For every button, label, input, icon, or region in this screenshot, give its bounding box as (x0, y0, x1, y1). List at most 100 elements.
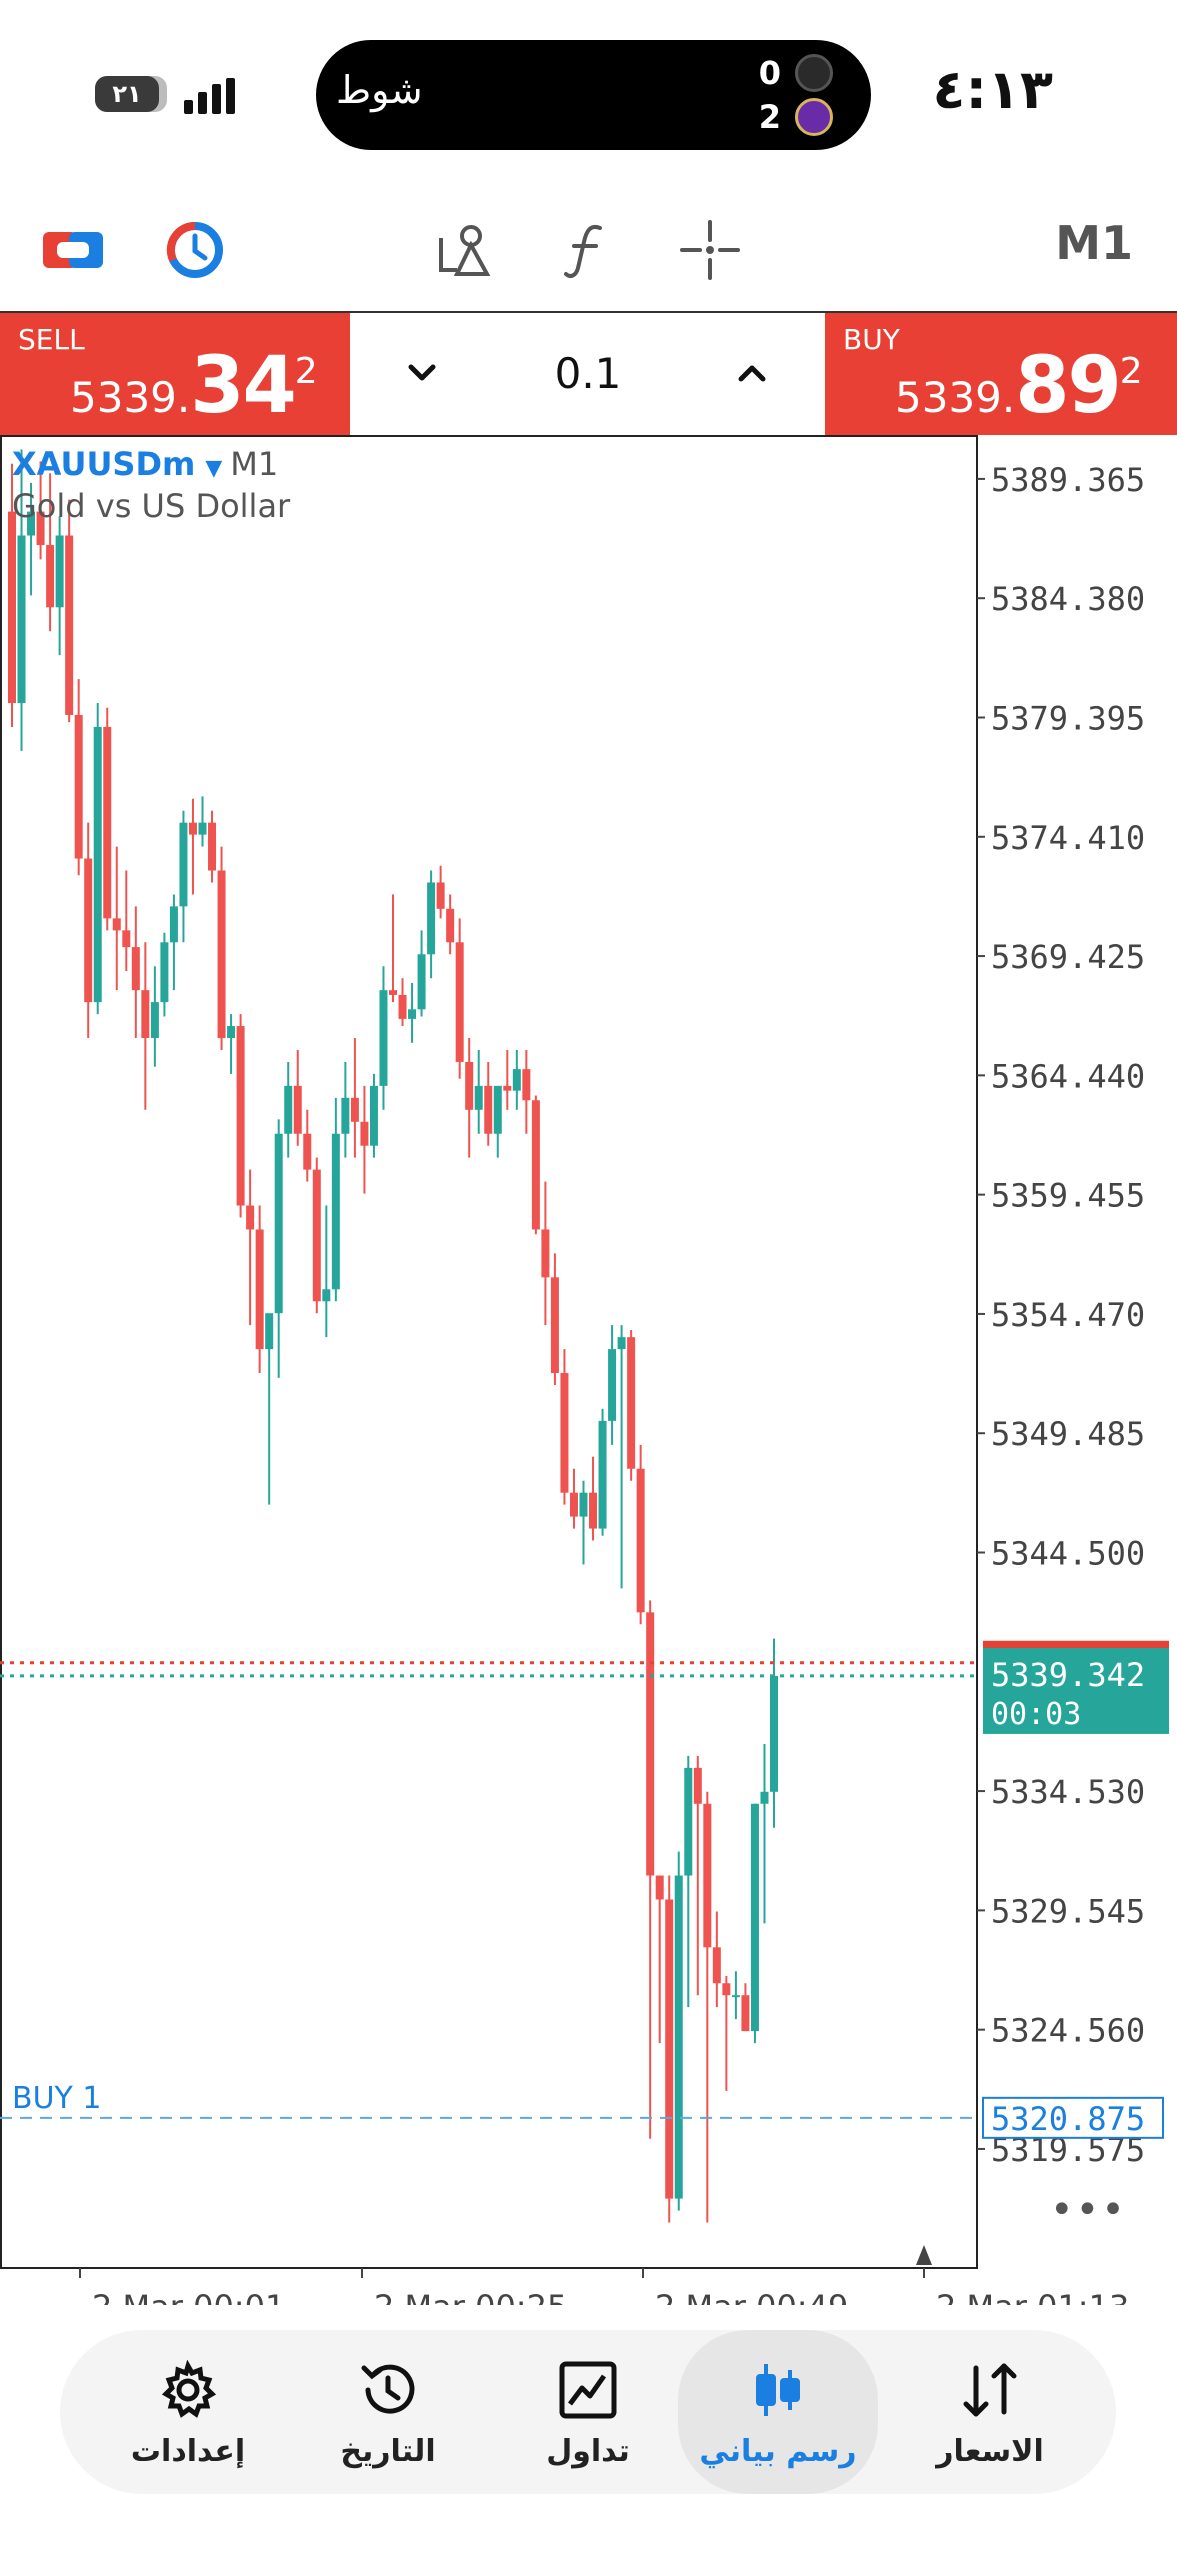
objects-icon[interactable] (430, 210, 500, 290)
position-price-label: 5320.875 (991, 2100, 1145, 2138)
buy-button[interactable]: BUY 5339.892 (825, 313, 1177, 435)
candlestick-chart[interactable]: 5389.365 5384.380 5379.395 5374.410 5369.425… (0, 435, 1177, 2305)
history-icon (348, 2358, 428, 2422)
candle-body (465, 1061, 474, 1110)
candle-body (217, 870, 226, 1039)
candle-body (427, 882, 436, 955)
y-tick-label: 5354.470 (991, 1296, 1145, 1334)
candle-body (741, 1995, 750, 2032)
nav-quotes[interactable]: الاسعار (890, 2330, 1090, 2494)
nav-label: رسم بياني (699, 2434, 857, 2469)
team-logo-icon (795, 98, 833, 136)
candle-body (236, 1026, 245, 1206)
candle-body (65, 535, 74, 715)
dynamic-island[interactable]: شوط 0 2 (316, 40, 871, 150)
sell-price: 5339.342 (70, 341, 318, 431)
candle-body (208, 822, 217, 871)
candle-body (674, 1875, 683, 2199)
candle-body (350, 1097, 359, 1122)
candle-body (112, 918, 121, 931)
timer-icon[interactable] (160, 210, 230, 290)
y-tick-label: 5384.380 (991, 580, 1145, 618)
bid-price-tag (983, 1647, 1169, 1734)
candle-body (141, 990, 150, 1039)
timeframe-selector[interactable]: M1 (1055, 216, 1133, 270)
candle-body (417, 954, 426, 1010)
battery-level: ٢١ (95, 76, 159, 112)
nav-chart[interactable]: رسم بياني (678, 2330, 878, 2494)
candle-body (274, 1133, 283, 1314)
candle-body (227, 1026, 236, 1039)
sell-label: SELL (18, 323, 85, 356)
candle-body (703, 1803, 712, 1948)
buy-label: BUY (843, 323, 900, 356)
decrease-lot-button[interactable] (392, 343, 452, 403)
candle-body (493, 1085, 502, 1134)
nav-trade[interactable]: تداول (488, 2330, 688, 2494)
lot-size-control: 0.1 (352, 313, 824, 435)
symbol-selector[interactable]: XAUUSDm ▼ M1 (12, 445, 278, 483)
candle-body (36, 511, 45, 546)
candle-body (531, 1100, 540, 1230)
candle-body (579, 1492, 588, 1517)
countdown-label: 00:03 (991, 1697, 1081, 1732)
chart-timeframe: M1 (230, 445, 279, 483)
candle-body (665, 1899, 674, 2199)
candle-body (284, 1085, 293, 1134)
candle-body (169, 906, 178, 943)
candle-body (550, 1277, 559, 1374)
switch-account-icon[interactable] (38, 210, 108, 290)
score-top: 0 (758, 54, 781, 92)
candle-body (265, 1313, 274, 1350)
nav-label: الاسعار (936, 2434, 1044, 2469)
candle-body (560, 1373, 569, 1493)
candle-body (74, 714, 83, 859)
current-bar-marker (916, 2245, 932, 2265)
symbol-description: Gold vs US Dollar (12, 487, 291, 525)
nav-history[interactable]: التاريخ (288, 2330, 488, 2494)
one-click-trade-panel: SELL 5339.342 0.1 BUY 5339.892 (0, 311, 1177, 435)
y-tick-label: 5374.410 (991, 819, 1145, 857)
y-tick-label: 5379.395 (991, 699, 1145, 737)
candle-body (179, 822, 188, 907)
candle-body (750, 1803, 759, 2032)
candle-body (188, 822, 197, 835)
candle-body (369, 1085, 378, 1146)
candle-body (255, 1229, 264, 1350)
y-tick-label: 5324.560 (991, 2012, 1145, 2050)
signal-icon (184, 78, 240, 114)
candle-body (760, 1791, 769, 1804)
candle-body (436, 882, 445, 909)
nav-settings[interactable]: إعدادات (88, 2330, 288, 2494)
candle-body (198, 822, 207, 835)
live-activity-text: شوط (336, 68, 423, 112)
candle-body (722, 1983, 731, 1996)
price-chart[interactable]: 5389.365 5384.380 5379.395 5374.410 5369.425… (0, 435, 1177, 2305)
chart-toolbar (0, 190, 1177, 310)
y-tick-label: 5334.530 (991, 1773, 1145, 1811)
candle-body (122, 930, 131, 948)
y-tick-label: 5369.425 (991, 938, 1145, 976)
candle-body (55, 535, 64, 608)
increase-lot-button[interactable] (722, 343, 782, 403)
battery-icon: ٢١ (95, 76, 167, 112)
candle-body (627, 1337, 636, 1469)
y-tick-label: 5364.440 (991, 1057, 1145, 1095)
y-tick-label: 5389.365 (991, 461, 1145, 499)
candle-body (379, 990, 388, 1086)
candle-body (398, 994, 407, 1019)
indicators-icon[interactable] (550, 210, 620, 290)
candle-body (484, 1085, 493, 1134)
candle-body (322, 1289, 331, 1302)
x-tick-label: 2 Mar 00:49 (655, 2288, 848, 2305)
candle-body (150, 1002, 159, 1039)
candle-body (598, 1420, 607, 1529)
position-label: BUY 1 (12, 2081, 102, 2116)
more-options-icon[interactable]: ••• (1050, 2187, 1127, 2233)
candle-body (246, 1205, 255, 1230)
x-tick-label: 2 Mar 01:13 (936, 2288, 1129, 2305)
lot-size-value[interactable]: 0.1 (554, 349, 622, 398)
candle-body (93, 726, 102, 1003)
crosshair-icon[interactable] (672, 210, 748, 290)
sell-button[interactable]: SELL 5339.342 (0, 313, 350, 435)
